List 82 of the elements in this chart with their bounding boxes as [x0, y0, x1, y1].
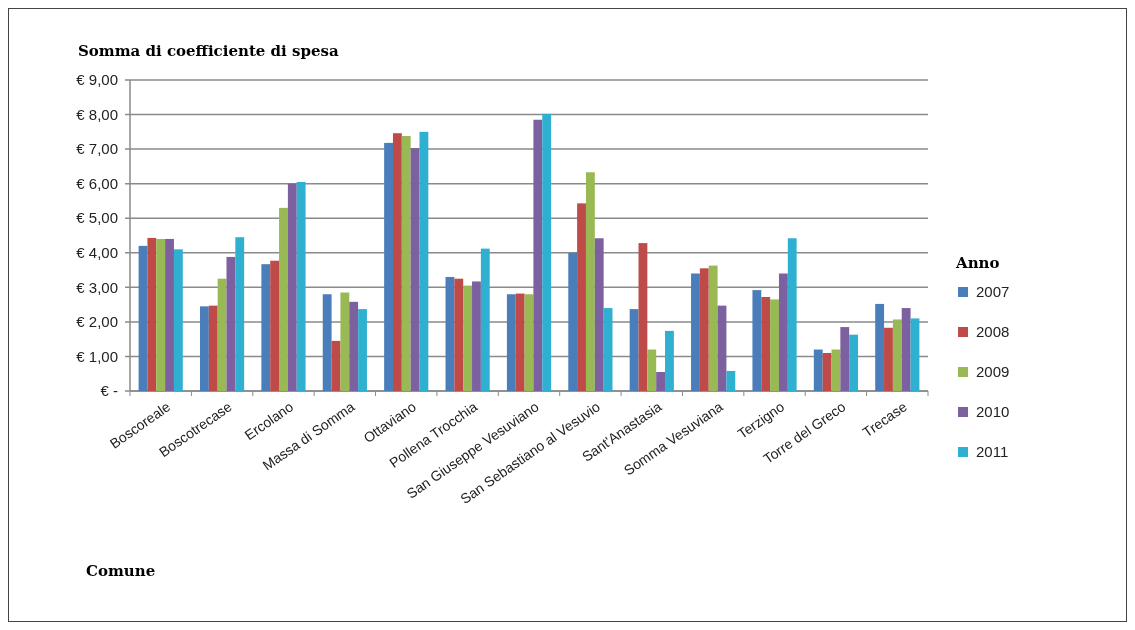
bar — [270, 260, 280, 391]
legend-label: 2011 — [976, 443, 1009, 461]
chart-title: Somma di coefficiente di spesa — [78, 42, 339, 60]
bar — [349, 301, 359, 391]
bar — [173, 249, 183, 391]
bar — [892, 319, 902, 391]
x-axis-title: Comune — [86, 562, 156, 580]
bar — [340, 292, 350, 391]
bar — [199, 306, 209, 391]
y-tick-label: € 6,00 — [76, 174, 118, 192]
bar — [708, 265, 718, 391]
y-tick-label: € 7,00 — [76, 140, 118, 158]
bar — [849, 334, 859, 391]
bar — [603, 308, 613, 391]
bar — [787, 238, 797, 391]
bar — [778, 273, 788, 391]
bar — [822, 352, 832, 391]
bar — [384, 142, 393, 391]
y-tick-label: € - — [100, 382, 118, 400]
bar — [752, 290, 762, 391]
bar — [542, 113, 552, 391]
bar — [322, 294, 332, 391]
y-tick-label: € 4,00 — [76, 244, 118, 262]
bar — [665, 330, 674, 391]
bar — [147, 237, 157, 391]
legend-label: 2009 — [976, 363, 1010, 381]
bar — [445, 276, 455, 391]
legend-label: 2010 — [976, 403, 1010, 421]
bar — [533, 119, 543, 391]
bar — [699, 268, 709, 391]
legend-title: Anno — [955, 254, 1000, 272]
bar — [594, 238, 604, 391]
bar — [761, 297, 771, 391]
bar — [691, 273, 700, 391]
bar — [279, 207, 288, 391]
bar — [454, 278, 464, 391]
bar — [515, 293, 525, 391]
bar — [296, 181, 306, 391]
bar — [472, 281, 481, 391]
bar — [165, 238, 174, 391]
bar — [726, 370, 736, 391]
y-tick-label: € 5,00 — [76, 209, 118, 227]
bar — [208, 305, 218, 391]
bar — [910, 318, 920, 391]
y-tick-label: € 9,00 — [76, 71, 118, 89]
bar — [524, 294, 534, 391]
bar — [506, 294, 516, 391]
bar — [901, 308, 911, 391]
bar — [261, 264, 271, 391]
bar — [813, 349, 823, 391]
bar — [585, 172, 595, 391]
bar — [226, 256, 236, 391]
bar — [217, 278, 227, 391]
bar — [419, 131, 429, 391]
bar — [235, 237, 245, 391]
bar — [410, 148, 420, 391]
bar — [840, 327, 850, 391]
bar — [138, 245, 148, 391]
bar — [577, 203, 586, 391]
y-tick-label: € 8,00 — [76, 105, 118, 123]
legend-label: 2007 — [976, 283, 1010, 301]
bar — [401, 135, 411, 391]
y-tick-label: € 1,00 — [76, 347, 118, 365]
bar — [638, 243, 648, 391]
bar — [331, 340, 341, 391]
bar — [568, 252, 578, 391]
bar — [875, 303, 885, 391]
bar — [463, 285, 473, 391]
y-tick-label: € 3,00 — [76, 278, 118, 296]
bar — [647, 349, 657, 391]
bar — [629, 309, 639, 391]
bar — [656, 371, 666, 391]
bar — [156, 238, 166, 391]
legend-label: 2008 — [976, 323, 1010, 341]
bar — [717, 305, 727, 391]
bar — [287, 183, 297, 391]
bar — [884, 327, 893, 391]
bar — [480, 248, 490, 391]
y-tick-label: € 2,00 — [76, 313, 118, 331]
bar — [392, 133, 402, 391]
bar — [358, 309, 367, 391]
bar — [770, 299, 779, 391]
